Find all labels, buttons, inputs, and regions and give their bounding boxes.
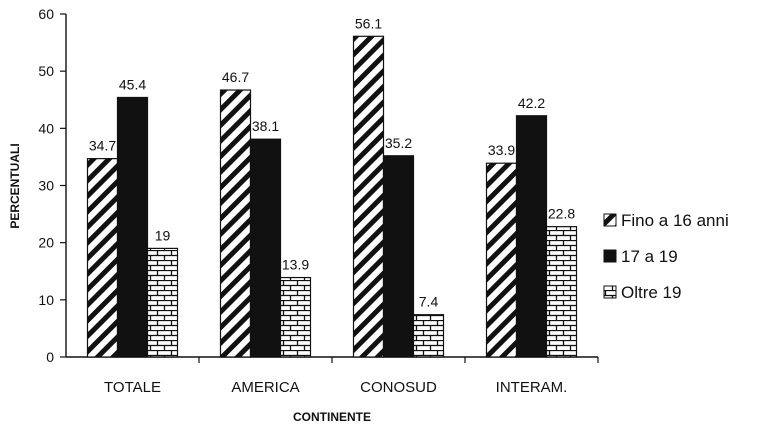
legend-label-17-a-19: 17 a 19 <box>621 247 678 266</box>
value-labels-group: 34.7 45.4 19 46.7 38.1 13.9 56.1 35.2 7.4 33.9 42.… <box>89 15 575 309</box>
legend: Fino a 16 anni 17 a 19 Oltre 19 <box>598 203 780 315</box>
bar-fino-a-16-anni-totale <box>86 158 119 358</box>
y-tick-label: 10 <box>38 292 54 308</box>
bar-oltre-19-totale <box>146 247 179 358</box>
bar-series-group <box>86 35 578 358</box>
y-axis-title: PERCENTUALI <box>8 143 22 228</box>
legend-label-fino-a-16-anni: Fino a 16 anni <box>621 211 729 230</box>
bar-17-a-19-interam <box>515 115 548 358</box>
x-tick-label-interam: INTERAM. <box>496 379 568 396</box>
bar-oltre-19-conosud <box>412 314 445 358</box>
y-tick-label: 50 <box>38 63 54 79</box>
bar-fino-a-16-anni-america <box>219 89 252 358</box>
bar-17-a-19-america <box>249 138 282 358</box>
y-tick-label: 40 <box>38 120 54 136</box>
x-tick-label-conosud: CONOSUD <box>360 379 437 396</box>
bar-oltre-19-interam <box>545 226 578 358</box>
y-axis-ticks: 0 10 20 30 40 50 60 <box>38 6 66 365</box>
data-label-17-a-19-interam: 42.2 <box>518 95 545 111</box>
y-tick-label: 60 <box>38 6 54 22</box>
y-tick-label: 0 <box>46 349 54 365</box>
bar-17-a-19-totale <box>116 96 149 358</box>
bar-fino-a-16-anni-interam <box>485 162 518 358</box>
y-tick-label: 20 <box>38 235 54 251</box>
legend-box <box>598 203 780 315</box>
bar-oltre-19-america <box>279 276 312 358</box>
bar-fino-a-16-anni-conosud <box>352 35 385 358</box>
x-tick-label-america: AMERICA <box>231 379 299 396</box>
data-label-17-a-19-conosud: 35.2 <box>385 135 412 151</box>
x-axis-title: CONTINENTE <box>293 410 371 424</box>
data-label-17-a-19-totale: 45.4 <box>119 76 146 92</box>
data-label-oltre-19-conosud: 7.4 <box>419 294 439 310</box>
data-label-oltre-19-america: 13.9 <box>282 257 309 273</box>
data-label-fino-a-16-anni-interam: 33.9 <box>488 142 515 158</box>
legend-swatch-oltre-19 <box>603 285 617 299</box>
data-label-fino-a-16-anni-totale: 34.7 <box>89 138 116 154</box>
bar-17-a-19-conosud <box>382 155 415 358</box>
legend-swatch-fino-a-16-anni <box>603 213 617 227</box>
data-label-17-a-19-america: 38.1 <box>252 118 279 134</box>
data-label-fino-a-16-anni-america: 46.7 <box>222 69 249 85</box>
data-label-fino-a-16-anni-conosud: 56.1 <box>355 15 382 31</box>
legend-label-oltre-19: Oltre 19 <box>621 283 681 302</box>
x-axis-ticks: TOTALE AMERICA CONOSUD INTERAM. <box>104 357 599 396</box>
legend-swatch-17-a-19 <box>603 249 617 263</box>
data-label-oltre-19-interam: 22.8 <box>548 206 575 222</box>
y-tick-label: 30 <box>38 178 54 194</box>
x-tick-label-totale: TOTALE <box>104 379 161 396</box>
data-label-oltre-19-totale: 19 <box>155 227 171 243</box>
